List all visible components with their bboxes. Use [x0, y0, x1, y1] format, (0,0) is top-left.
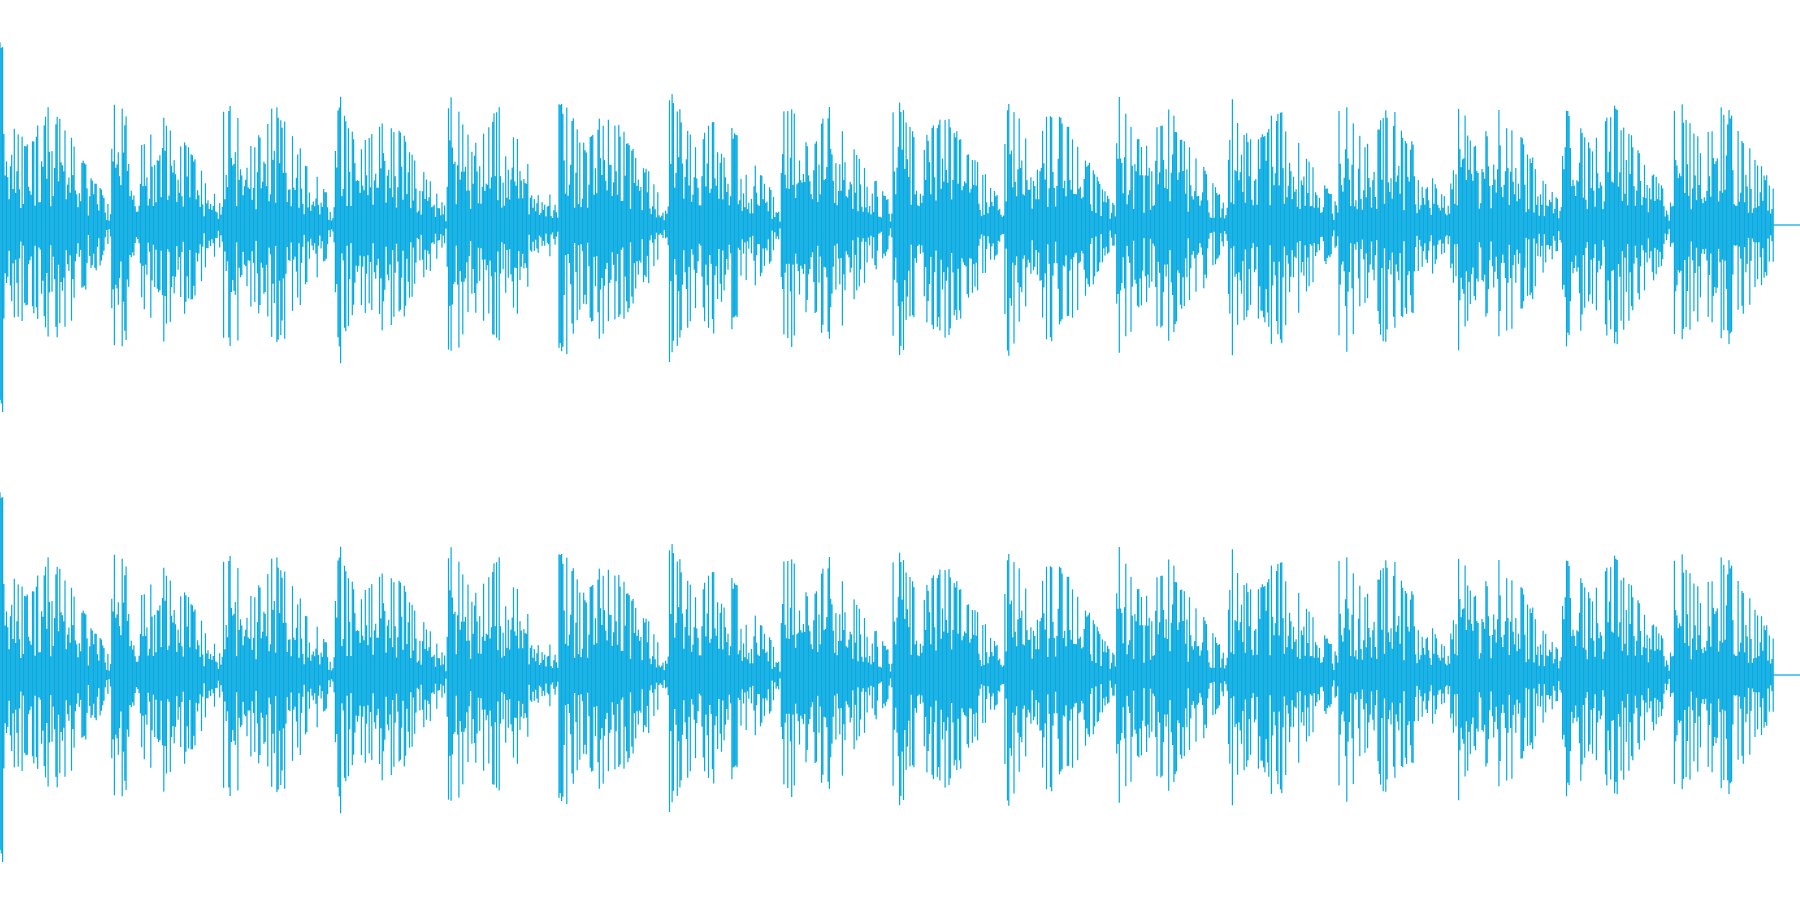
channels — [0, 42, 1800, 862]
left-channel-waveform — [0, 42, 1800, 412]
right-channel-waveform — [0, 492, 1800, 862]
